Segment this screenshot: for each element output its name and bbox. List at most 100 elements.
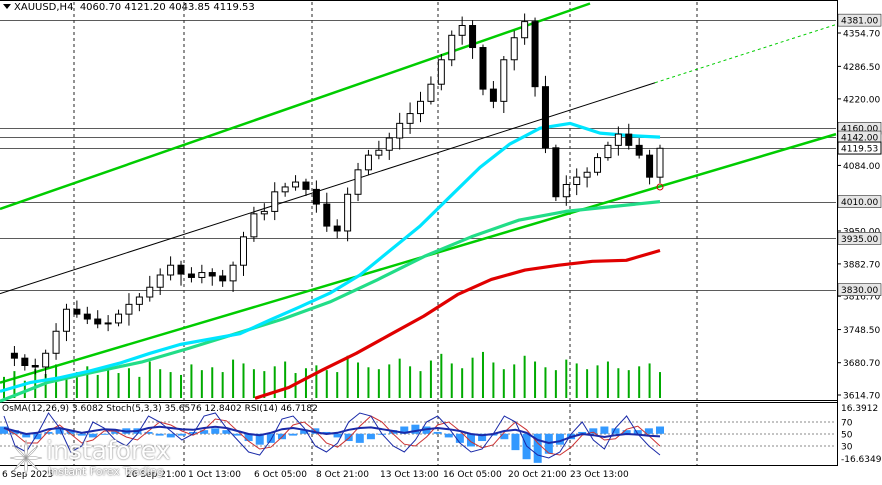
osma-bar-3 [33, 433, 42, 440]
candle-body-22 [229, 264, 237, 282]
candle-body-16 [167, 264, 175, 276]
level-tag-label-3: 4119.53 [841, 145, 878, 155]
osma-bar-2 [22, 433, 31, 438]
candle-body-25 [260, 210, 268, 215]
osma-bar-31 [344, 433, 353, 442]
candle-body-62 [646, 154, 654, 178]
symbol-dropdown-icon[interactable] [3, 4, 11, 9]
osma-bar-21 [233, 433, 242, 436]
candle-body-41 [427, 83, 435, 102]
candle-body-13 [135, 296, 143, 305]
last-price-marker [656, 183, 664, 191]
volume-bars [3, 351, 661, 398]
x-tick-label-3: 6 Oct 05:00 [254, 470, 307, 480]
osc-axis-label-0: 16.3912 [841, 404, 878, 414]
candle-body-1 [10, 352, 18, 359]
osma-bar-6 [66, 430, 75, 434]
candle-body-44 [458, 25, 466, 36]
ma-mid-line [0, 200, 661, 403]
candle-body-36 [375, 149, 383, 156]
candle-body-19 [198, 272, 206, 278]
candle-body-31 [323, 203, 331, 227]
osma-bar-16 [177, 433, 186, 436]
candle-body-29 [302, 181, 310, 190]
candle-body-59 [614, 133, 622, 146]
instaforex-logo: instaforex Instant Forex Trading [8, 436, 208, 482]
price-axis: 4354.704286.504220.004084.003950.003882.… [837, 30, 882, 465]
candle-body-2 [21, 357, 29, 367]
candle-body-35 [364, 154, 372, 171]
candle-body-51 [531, 21, 539, 88]
osma-bar-59 [656, 426, 664, 434]
osma-bar-26 [289, 433, 298, 436]
ohlc-values: 4060.70 4121.20 4043.85 4119.53 [79, 2, 255, 13]
x-tick-label-5: 13 Oct 13:00 [380, 470, 439, 480]
ma-slow-line [254, 248, 661, 400]
osma-bar-50 [555, 433, 564, 445]
candle-body-32 [333, 225, 341, 232]
logo-mark-icon [9, 439, 43, 477]
level-tag-label-1: 4160.00 [841, 125, 878, 135]
chart-header: XAUUSD,H4 4060.70 4121.20 4043.85 4119.5… [2, 2, 255, 13]
candle-body-43 [448, 34, 456, 61]
osc-axis-label-2: 50 [841, 431, 853, 441]
logo-brand-text: instaforex [46, 436, 171, 465]
x-tick-label-8: 23 Oct 13:00 [570, 470, 629, 480]
osma-bar-7 [77, 433, 86, 436]
y-tick-label-6: 3816.70 [843, 293, 880, 303]
osma-bar-55 [611, 428, 620, 434]
candle-body-30 [312, 188, 320, 205]
osma-bar-52 [578, 431, 587, 434]
x-tick-label-7: 20 Oct 21:00 [508, 470, 567, 480]
level-tag-bg-6 [837, 283, 882, 296]
ma-fast-line [0, 121, 661, 393]
osma-bar-27 [300, 430, 309, 434]
stoch-main-line [3, 412, 661, 459]
candle-body-3 [31, 365, 39, 368]
osma-bar-9 [100, 433, 109, 435]
y-tick-label-7: 3748.50 [843, 326, 880, 336]
osma-bar-33 [366, 433, 375, 440]
candle-body-63 [656, 147, 664, 178]
candle-body-61 [635, 144, 643, 156]
level-tag-label-2: 4142.00 [841, 134, 878, 144]
candle-body-38 [396, 122, 404, 139]
osma-bar-20 [222, 430, 231, 434]
osma-bar-56 [622, 430, 631, 434]
y-tick-label-9: 3614.70 [843, 392, 880, 402]
osma-bar-19 [211, 428, 220, 434]
candle-body-18 [187, 273, 195, 278]
candle-body-27 [281, 186, 289, 193]
osma-bar-30 [333, 433, 342, 438]
x-tick-label-0: 6 Sep 2025 [2, 470, 53, 480]
candle-body-23 [239, 236, 247, 266]
candle-body-28 [292, 181, 300, 188]
oscillator-panel [0, 412, 836, 463]
candle-body-17 [177, 264, 185, 275]
channel-mid-extension [654, 24, 837, 84]
candle-body-60 [625, 133, 633, 146]
osma-bar-40 [444, 433, 453, 438]
candle-body-8 [83, 313, 91, 320]
candle-body-57 [594, 157, 602, 173]
candle-body-58 [604, 144, 612, 159]
osma-bar-42 [466, 433, 475, 447]
osma-bar-23 [255, 433, 264, 445]
candle-body-50 [521, 21, 529, 39]
level-tag-bg-3 [837, 141, 882, 155]
candle-body-10 [104, 322, 112, 325]
level-tag-bg-4 [837, 195, 882, 208]
candle-body-40 [417, 100, 425, 115]
y-tick-label-2: 4220.00 [843, 95, 880, 105]
y-tick-label-5: 3882.70 [843, 260, 880, 270]
candle-body-26 [271, 191, 279, 212]
rsi-line [3, 425, 661, 445]
candle-body-12 [125, 303, 133, 315]
osma-bar-41 [455, 433, 464, 443]
level-tag-label-4: 4010.00 [841, 198, 878, 208]
osma-bar-45 [500, 433, 509, 440]
osma-bar-0 [0, 426, 8, 434]
x-tick-label-4: 8 Oct 21:00 [316, 470, 369, 480]
